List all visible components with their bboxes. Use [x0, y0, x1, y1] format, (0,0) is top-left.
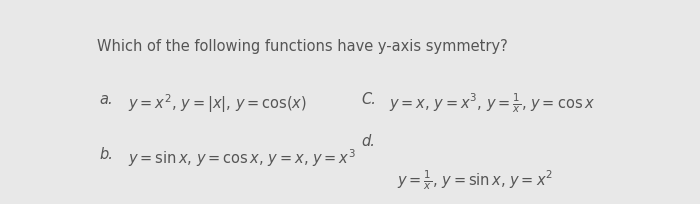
- Text: $y = \frac{1}{x}$, $y = \sin x$, $y = x^2$: $y = \frac{1}{x}$, $y = \sin x$, $y = x^…: [397, 169, 552, 192]
- Text: $y = \sin x$, $y = \cos x$, $y = x$, $y = x^3$: $y = \sin x$, $y = \cos x$, $y = x$, $y …: [128, 147, 356, 169]
- Text: Which of the following functions have y-axis symmetry?: Which of the following functions have y-…: [97, 39, 508, 54]
- Text: a.: a.: [99, 92, 113, 107]
- Text: C.: C.: [361, 92, 377, 107]
- Text: $y = x^2$, $y = |x|$, $y = \cos(x)$: $y = x^2$, $y = |x|$, $y = \cos(x)$: [128, 92, 307, 115]
- Text: $y = x$, $y = x^3$, $y = \frac{1}{x}$, $y = \cos x$: $y = x$, $y = x^3$, $y = \frac{1}{x}$, $…: [389, 92, 594, 115]
- Text: d.: d.: [361, 134, 375, 150]
- Text: b.: b.: [99, 147, 113, 162]
